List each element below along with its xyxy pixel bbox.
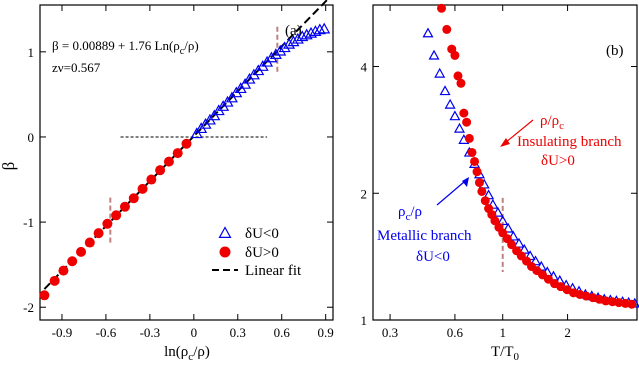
- metallic-data-point: [455, 124, 464, 132]
- b-y-tick-label: 1: [361, 313, 368, 328]
- insulating-data-point: [456, 79, 465, 88]
- panel-a-reference-lines: [110, 27, 277, 246]
- insulating-rho-sub: c: [559, 120, 564, 132]
- y-tick-label: 1: [28, 45, 35, 60]
- metallic-branch-label: Metallic branch: [377, 228, 472, 244]
- panel-a-legend: δU<0 δU>0 Linear fit: [212, 226, 302, 279]
- legend-circle-icon: [220, 247, 231, 258]
- data-point-du-positive: [120, 202, 130, 212]
- panel-a: -0.9 -0.6 -0.3 0 0.3 0.6 0.9 -2 -1 0 1 (a) β = 0.0…: [0, 0, 334, 362]
- data-point-du-positive: [155, 165, 165, 175]
- data-point-du-positive: [164, 157, 174, 167]
- legend-item-du-positive: δU>0: [245, 245, 279, 261]
- fit-equation-end: /ρ): [184, 38, 198, 53]
- insulating-data-point: [442, 25, 451, 34]
- x-tick-label: -0.6: [96, 325, 117, 340]
- y-tick-label: -2: [23, 300, 34, 315]
- insulating-data-point: [465, 134, 474, 143]
- y-tick-label: -1: [23, 215, 34, 230]
- panel-a-x-axis-label: ln(ρc/ρ): [164, 344, 210, 362]
- x-tick-label: 0.3: [230, 325, 246, 340]
- legend-triangle-marker: [220, 228, 231, 238]
- panel-a-label: (a): [285, 23, 302, 39]
- x-tick-label: 0: [191, 325, 198, 340]
- data-point-du-positive: [76, 247, 86, 257]
- insulating-data-point: [459, 109, 468, 118]
- legend-item-du-negative: δU<0: [245, 226, 279, 242]
- x-tick-label: -0.9: [52, 325, 73, 340]
- y-tick-label: 0: [28, 130, 35, 145]
- panel-b-x-label-main: T/T: [491, 344, 514, 360]
- b-x-tick-label: 2: [564, 325, 571, 340]
- b-y-tick-label: 4: [361, 60, 368, 75]
- fit-equation-main: β = 0.00889 + 1.76 Ln(ρ: [52, 38, 180, 53]
- b-x-tick-label: 0.6: [447, 325, 464, 340]
- metallic-data-point: [450, 112, 459, 120]
- x-tick-label: 0.9: [318, 325, 334, 340]
- x-axis-label-end: /ρ): [193, 344, 210, 360]
- insulating-data-point: [473, 167, 482, 176]
- metallic-data-point: [441, 86, 450, 94]
- metallic-rho-end: /ρ: [410, 204, 422, 220]
- insulating-rho-main: ρ/ρ: [540, 113, 559, 129]
- metallic-data-point: [446, 100, 455, 108]
- metallic-arrow: [437, 182, 464, 205]
- data-point-du-positive: [173, 148, 183, 158]
- insulating-data-point: [470, 157, 479, 166]
- panel-b-x-label-sub: 0: [514, 351, 520, 362]
- metallic-data-point: [423, 29, 432, 37]
- data-point-du-positive: [182, 139, 192, 149]
- insulating-du-label: δU>0: [541, 153, 575, 169]
- metallic-rho-label: ρc/ρ: [398, 204, 422, 223]
- data-point-du-positive: [85, 238, 95, 248]
- insulating-data-point: [462, 118, 471, 127]
- insulating-data-point: [437, 4, 446, 13]
- x-tick-label: 0.6: [274, 325, 291, 340]
- metallic-arrow-head: [462, 177, 469, 187]
- insulating-data-point: [450, 51, 459, 60]
- insulating-data-point: [477, 187, 486, 196]
- legend-item-linear-fit: Linear fit: [245, 263, 302, 279]
- data-point-du-positive: [129, 193, 139, 203]
- insulating-data-point: [481, 196, 490, 205]
- data-point-du-positive: [138, 184, 148, 194]
- panel-b-label: (b): [606, 43, 624, 59]
- panel-a-y-axis-label: β: [0, 162, 18, 171]
- metallic-data-point: [435, 69, 444, 77]
- insulating-data-point: [475, 178, 484, 187]
- data-point-du-positive: [111, 210, 121, 220]
- data-point-du-positive: [102, 219, 112, 229]
- x-tick-label: -0.3: [140, 325, 161, 340]
- panel-b-x-axis-label: T/T0: [491, 344, 520, 362]
- panel-b-ticks: 0.3 0.6 1 2 1 2 4: [361, 5, 638, 340]
- panel-a-ticks: -0.9 -0.6 -0.3 0 0.3 0.6 0.9 -2 -1 0 1: [23, 5, 334, 340]
- data-point-du-positive: [50, 276, 60, 286]
- panel-a-exponent: zν=0.567: [52, 60, 101, 75]
- x-axis-label-main: ln(ρ: [164, 344, 188, 360]
- data-point-du-positive: [39, 290, 49, 300]
- insulating-rho-label: ρ/ρc: [540, 113, 564, 132]
- insulating-branch-label: Insulating branch: [517, 134, 622, 150]
- panel-b-frame: [373, 5, 637, 320]
- b-x-tick-label: 0.3: [382, 325, 398, 340]
- metallic-data-point: [430, 51, 439, 59]
- metallic-rho-main: ρ: [398, 204, 406, 220]
- panel-a-fit-equation: β = 0.00889 + 1.76 Ln(ρc/ρ): [52, 38, 199, 57]
- insulating-data-point: [627, 300, 636, 309]
- legend-circle-marker: [220, 247, 231, 258]
- data-point-du-positive: [146, 175, 156, 185]
- data-point-du-positive: [67, 256, 77, 266]
- metallic-du-label: δU<0: [416, 249, 450, 265]
- insulating-data-point: [467, 148, 476, 157]
- b-x-tick-label: 1: [499, 325, 506, 340]
- legend-triangle-icon: [220, 228, 231, 238]
- data-point-du-positive: [58, 266, 68, 276]
- data-point-du-positive: [94, 228, 104, 238]
- b-y-tick-label: 2: [361, 186, 368, 201]
